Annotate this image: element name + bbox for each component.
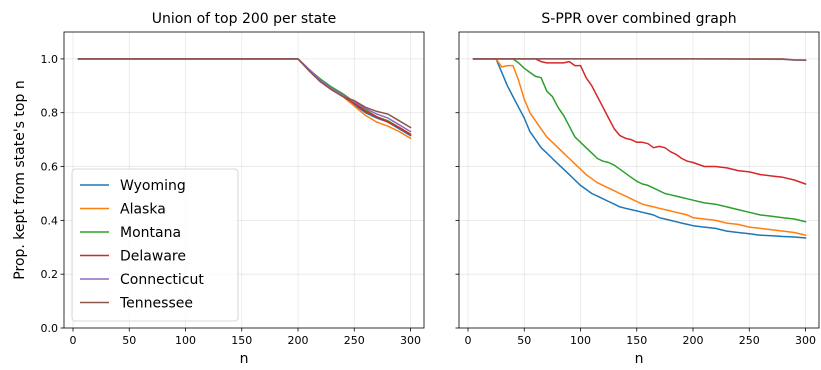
legend: Wyoming Alaska Montana Delaware Connecticut T… bbox=[71, 168, 239, 322]
left-panel: 0 50 100 150 200 250 300 0.0 0.2 0.4 0.6 0.8 1.0 Uni… bbox=[12, 11, 425, 367]
right-panel: 0 50 100 150 200 250 300 S-PPR over combined g… bbox=[455, 11, 820, 367]
left-axes-frame bbox=[63, 31, 425, 329]
right-series-line-delaware bbox=[472, 58, 807, 185]
left-y-tick-label: 0.4 bbox=[41, 214, 59, 227]
left-x-tick-label: 50 bbox=[122, 334, 136, 347]
legend-label-montana: Montana bbox=[120, 225, 181, 241]
right-ticks: 0 50 100 150 200 250 300 bbox=[455, 58, 816, 347]
left-series-line-tennessee bbox=[77, 58, 412, 129]
right-x-tick-label: 150 bbox=[626, 334, 647, 347]
left-y-axis-label: Prop. kept from state's top n bbox=[12, 80, 28, 279]
legend-label-connecticut: Connecticut bbox=[120, 272, 204, 288]
right-x-tick-label: 100 bbox=[570, 334, 591, 347]
right-series-line-tennessee bbox=[472, 58, 807, 61]
right-series-line-wyoming bbox=[472, 58, 807, 239]
left-chart-title: Union of top 200 per state bbox=[152, 11, 337, 27]
left-x-tick-label: 300 bbox=[400, 334, 421, 347]
right-axes-frame bbox=[458, 31, 820, 329]
right-x-tick-label: 300 bbox=[795, 334, 816, 347]
legend-label-alaska: Alaska bbox=[120, 202, 166, 218]
left-x-tick-label: 200 bbox=[288, 334, 309, 347]
right-series bbox=[472, 58, 807, 239]
left-y-tick-label: 1.0 bbox=[41, 53, 59, 66]
legend-label-delaware: Delaware bbox=[120, 249, 186, 265]
left-x-tick-label: 150 bbox=[231, 334, 252, 347]
left-y-tick-label: 0.2 bbox=[41, 268, 59, 281]
left-series bbox=[77, 58, 412, 140]
legend-label-tennessee: Tennessee bbox=[119, 296, 193, 312]
left-y-tick-label: 0.8 bbox=[41, 107, 59, 120]
right-x-axis-label: n bbox=[635, 351, 644, 367]
left-x-axis-label: n bbox=[240, 351, 249, 367]
legend-label-wyoming: Wyoming bbox=[120, 178, 186, 194]
left-x-tick-label: 0 bbox=[70, 334, 77, 347]
right-x-tick-label: 250 bbox=[739, 334, 760, 347]
left-x-tick-label: 250 bbox=[344, 334, 365, 347]
left-y-tick-label: 0.0 bbox=[41, 322, 59, 335]
left-x-tick-label: 100 bbox=[175, 334, 196, 347]
left-y-tick-label: 0.6 bbox=[41, 161, 59, 174]
right-x-tick-label: 50 bbox=[517, 334, 531, 347]
legend-box bbox=[71, 168, 239, 322]
left-ticks: 0 50 100 150 200 250 300 0.0 0.2 0.4 0.6 0.8 1.0 bbox=[41, 53, 422, 347]
right-x-tick-label: 0 bbox=[465, 334, 472, 347]
right-x-tick-label: 200 bbox=[683, 334, 704, 347]
right-series-line-montana bbox=[472, 58, 807, 223]
right-chart-title: S-PPR over combined graph bbox=[541, 11, 736, 27]
right-series-line-alaska bbox=[472, 58, 807, 237]
